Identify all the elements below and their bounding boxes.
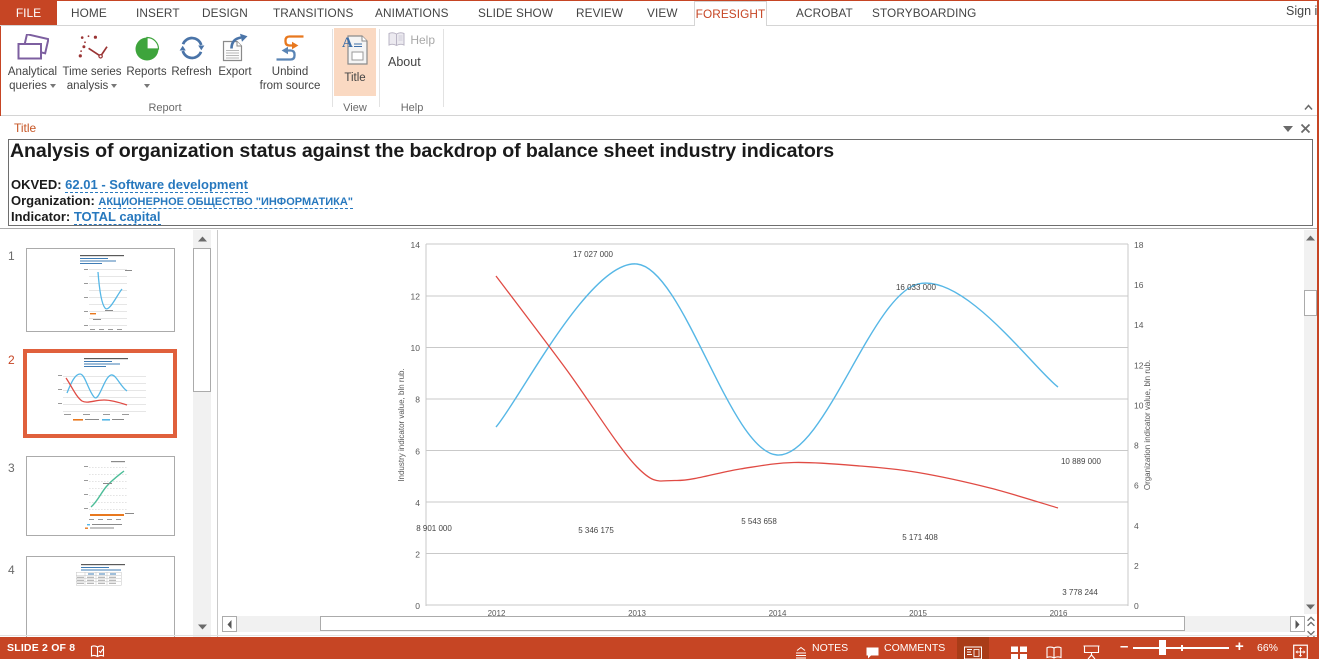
svg-text:3 778 244: 3 778 244 — [1062, 588, 1098, 597]
svg-text:17 027 000: 17 027 000 — [573, 250, 614, 259]
svg-text:5 346 175: 5 346 175 — [578, 526, 614, 535]
svg-text:Industry indicator value, bln: Industry indicator value, bln rub. — [397, 368, 406, 481]
svg-text:10 889 000: 10 889 000 — [1061, 457, 1102, 466]
svg-text:2016: 2016 — [1050, 609, 1068, 617]
svg-text:6: 6 — [1134, 481, 1139, 491]
svg-text:A: A — [342, 35, 353, 51]
svg-text:0: 0 — [415, 601, 420, 611]
svg-text:8 901 000: 8 901 000 — [416, 524, 452, 533]
svg-text:18: 18 — [1134, 240, 1144, 250]
svg-text:12: 12 — [1134, 360, 1144, 370]
svg-text:5 171 408: 5 171 408 — [902, 533, 938, 542]
svg-text:8: 8 — [415, 395, 420, 405]
svg-text:2: 2 — [1134, 561, 1139, 571]
svg-text:2: 2 — [415, 549, 420, 559]
svg-text:14: 14 — [1134, 320, 1144, 330]
svg-text:8: 8 — [1134, 441, 1139, 451]
svg-text:5 543 658: 5 543 658 — [741, 517, 777, 526]
svg-text:0: 0 — [1134, 601, 1139, 611]
svg-text:2013: 2013 — [628, 609, 646, 617]
svg-text:6: 6 — [415, 446, 420, 456]
svg-text:10: 10 — [411, 343, 421, 353]
svg-text:16: 16 — [1134, 280, 1144, 290]
svg-text:14: 14 — [411, 240, 421, 250]
svg-text:16 033 000: 16 033 000 — [896, 283, 937, 292]
svg-text:2012: 2012 — [488, 609, 506, 617]
svg-text:4: 4 — [415, 498, 420, 508]
svg-text:10: 10 — [1134, 400, 1144, 410]
svg-text:4: 4 — [1134, 521, 1139, 531]
svg-text:2015: 2015 — [909, 609, 927, 617]
svg-text:12: 12 — [411, 292, 421, 302]
svg-text:Organization indicator value,: Organization indicator value, bln rub. — [1143, 360, 1152, 490]
svg-text:2014: 2014 — [769, 609, 787, 617]
